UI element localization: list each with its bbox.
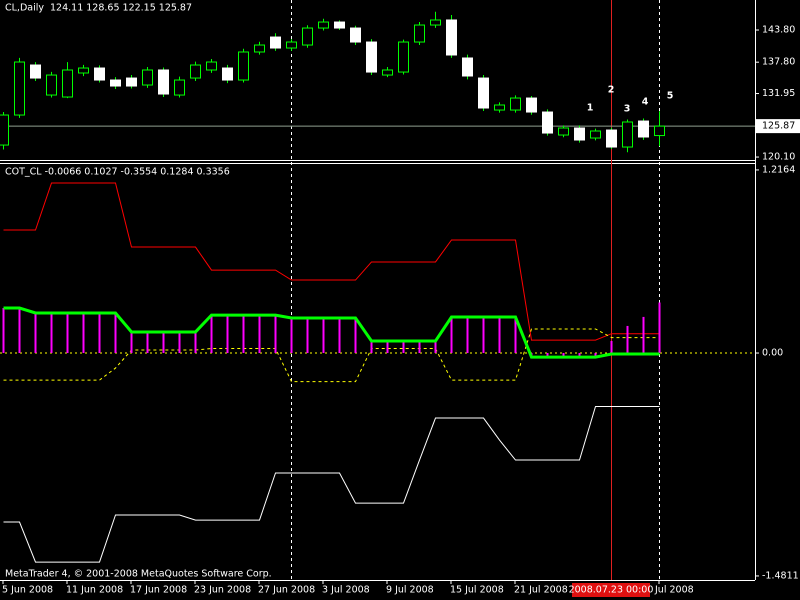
x-tick-label: 17 Jun 2008	[130, 585, 187, 596]
candle-body	[398, 41, 409, 73]
candle-body	[94, 67, 105, 81]
x-tick-label: 11 Jun 2008	[66, 585, 123, 596]
candle-body	[654, 125, 665, 137]
candle-body	[478, 77, 489, 109]
ohlc-label: 124.11 128.65 122.15 125.87	[50, 3, 192, 14]
candle-body	[574, 127, 585, 141]
candle-body	[302, 27, 313, 46]
annotation: 1	[587, 103, 594, 114]
candle-body	[0, 114, 9, 146]
crosshair-box	[572, 583, 650, 597]
footer: MetaTrader 4, © 2001-2008 MetaQuotes Sof…	[5, 569, 272, 580]
candle-body	[14, 61, 25, 116]
chart-title: CL,Daily	[5, 3, 44, 14]
candle-body	[558, 127, 569, 136]
indicator-line	[3, 306, 660, 359]
x-tick-label: 5 Jun 2008	[2, 585, 53, 596]
candle-body	[350, 27, 361, 43]
x-tick-label: 15 Jul 2008	[450, 585, 504, 596]
candle-body	[590, 130, 601, 139]
candle-body	[446, 19, 457, 56]
annotation: 5	[667, 91, 674, 102]
candle-body	[382, 69, 393, 76]
y-tick-label: 1.2164	[762, 164, 795, 175]
indicator-line	[3, 182, 660, 341]
candle-body	[158, 69, 169, 95]
candle-body	[30, 64, 41, 79]
candle-body	[542, 111, 553, 134]
candle-body	[238, 51, 249, 81]
candle-body	[494, 104, 505, 111]
x-tick-label: 23 Jun 2008	[194, 585, 251, 596]
x-tick-label: 3 Jul 2008	[322, 585, 370, 596]
y-tick-label: -1.4811	[762, 570, 799, 581]
candle-body	[62, 69, 73, 98]
candle-body	[430, 19, 441, 26]
x-tick-label: 9 Jul 2008	[386, 585, 434, 596]
candle-body	[622, 121, 633, 148]
candle-body	[366, 41, 377, 73]
candle-body	[526, 97, 537, 113]
candle-body	[414, 24, 425, 43]
crosshair-label: 2008.07.23 00:00	[569, 585, 654, 596]
candle-body	[110, 79, 121, 87]
annotation: 2	[608, 85, 615, 96]
current-price-label: 125.87	[762, 121, 795, 132]
y-tick-label: 131.95	[762, 88, 795, 99]
candle-body	[270, 36, 281, 49]
candle-body	[510, 97, 521, 111]
plot-layer	[0, 11, 755, 563]
candle-body	[606, 129, 617, 148]
current-price-box	[756, 119, 800, 134]
candle-body	[190, 64, 201, 79]
candle-body	[78, 67, 89, 74]
x-tick-label: 21 Jul 2008	[514, 585, 568, 596]
indicator-line	[3, 328, 660, 383]
x-tick-label: 27 Jun 2008	[258, 585, 315, 596]
candle-body	[206, 61, 217, 71]
candle-body	[638, 120, 649, 138]
indicator-title: COT_CL -0.0066 0.1027 -0.3554 0.1284 0.3…	[5, 167, 230, 178]
indicator-line	[3, 406, 660, 563]
candle-body	[174, 79, 185, 96]
y-tick-label: 0.00	[762, 348, 783, 359]
y-tick-label: 143.80	[762, 25, 795, 36]
candle-body	[462, 57, 473, 77]
y-tick-label: 137.80	[762, 57, 795, 68]
x-tick-label: Jul 2008	[654, 585, 694, 596]
candle-body	[142, 69, 153, 86]
y-tick-label: 120.10	[762, 152, 795, 163]
annotation: 3	[624, 104, 631, 115]
candle-body	[318, 21, 329, 29]
candle-body	[334, 21, 345, 29]
candle-body	[254, 44, 265, 53]
candle-body	[222, 67, 233, 81]
candle-body	[46, 74, 57, 96]
candle-body	[126, 77, 137, 87]
candle-body	[286, 41, 297, 49]
annotation: 4	[642, 97, 649, 108]
